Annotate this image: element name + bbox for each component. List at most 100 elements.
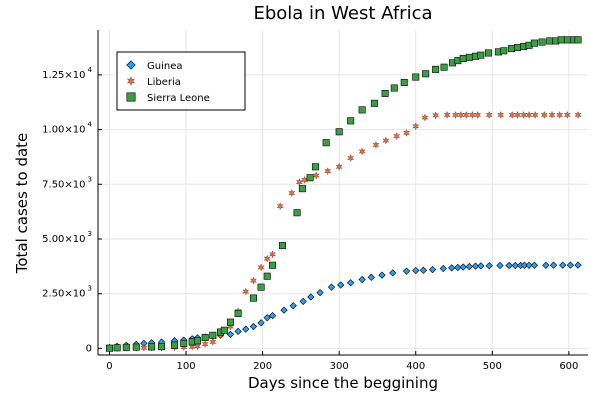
- y-tick-label: 0: [86, 343, 92, 354]
- guinea-point: [496, 261, 504, 270]
- y-tick-mantissa: 0: [86, 343, 92, 354]
- guinea-point: [358, 275, 366, 284]
- sierra-leone-point: [298, 185, 306, 193]
- guinea-point: [465, 262, 473, 271]
- liberia-point: [288, 189, 296, 198]
- guinea-point: [439, 264, 447, 273]
- guinea-point: [268, 311, 277, 320]
- sierra-leone-point: [390, 84, 398, 92]
- guinea-point: [448, 264, 456, 272]
- sierra-leone-point: [484, 49, 492, 57]
- liberia-point: [242, 287, 250, 296]
- guinea-point: [402, 267, 411, 275]
- liberia-point: [548, 110, 556, 119]
- guinea-point: [299, 297, 307, 306]
- liberia-point: [403, 128, 410, 137]
- liberia-point: [312, 171, 320, 180]
- y-tick-exponent: 4: [88, 121, 93, 129]
- y-tick-label: 7.50×10 3: [42, 175, 92, 190]
- sierra-leone-point: [514, 44, 522, 52]
- guinea-point: [307, 293, 315, 301]
- sierra-leone-point: [293, 209, 301, 217]
- liberia-point: [372, 140, 380, 149]
- y-tick-exponent: 3: [88, 285, 92, 293]
- sierra-leone-point: [113, 344, 121, 352]
- data-marks: [105, 36, 582, 353]
- guinea-point: [549, 261, 558, 269]
- sierra-leone-point: [132, 343, 140, 351]
- liberia-point: [358, 147, 366, 156]
- liberia-point: [209, 337, 217, 346]
- liberia-point: [335, 162, 343, 171]
- liberia-point: [474, 110, 482, 119]
- guinea-point: [289, 302, 297, 310]
- chart-title: Ebola in West Africa: [253, 3, 432, 24]
- sierra-leone-point: [538, 38, 546, 46]
- sierra-leone-point: [249, 294, 257, 302]
- sierra-leone-point: [180, 339, 188, 347]
- guinea-point: [257, 319, 265, 327]
- y-tick-exponent: 3: [88, 175, 92, 183]
- guinea-point: [263, 314, 271, 322]
- guinea-point: [249, 322, 258, 331]
- sierra-leone-point: [358, 106, 366, 114]
- x-tick-label: 600: [559, 361, 578, 372]
- grid-lines: [98, 30, 588, 355]
- liberia-point: [257, 263, 265, 272]
- sierra-leone-point: [226, 318, 234, 326]
- guinea-point: [477, 262, 485, 270]
- sierra-leone-point: [563, 36, 571, 44]
- sierra-leone-point: [209, 331, 217, 339]
- legend-marker-sierra-leone: [126, 92, 136, 102]
- sierra-leone-point: [422, 70, 430, 78]
- sierra-leone-point: [269, 261, 277, 269]
- x-tick-label: 0: [106, 361, 112, 372]
- x-tick-label: 300: [330, 361, 349, 372]
- liberia-point: [443, 110, 451, 119]
- guinea-point: [327, 283, 336, 291]
- sierra-leone-point: [465, 53, 473, 61]
- guinea-point: [454, 263, 462, 272]
- sierra-leone-point: [440, 63, 448, 71]
- sierra-leone-point: [158, 343, 166, 351]
- sierra-leone-point: [306, 174, 314, 182]
- liberia-point: [497, 110, 505, 119]
- sierra-leone-point: [148, 343, 156, 351]
- liberia-point: [421, 113, 429, 122]
- legend-label-sierra-leone: Sierra Leone: [147, 93, 210, 104]
- y-tick-label: 1.25×10 4: [42, 66, 92, 81]
- guinea-point: [559, 261, 567, 269]
- y-tick-exponent: 3: [88, 230, 92, 238]
- y-tick-mantissa: 5.00×10: [42, 234, 85, 245]
- sierra-leone-point: [400, 79, 408, 87]
- legend-label-liberia: Liberia: [147, 77, 181, 88]
- y-tick-mantissa: 7.50×10: [42, 179, 85, 190]
- guinea-point: [347, 279, 355, 287]
- sierra-leone-point: [234, 309, 242, 317]
- liberia-point: [263, 254, 271, 263]
- guinea-point: [459, 263, 467, 271]
- liberia-point: [432, 111, 440, 120]
- sierra-leone-point: [171, 341, 179, 349]
- guinea-point: [316, 289, 324, 297]
- sierra-leone-point: [122, 343, 130, 351]
- legend-marker-guinea: [126, 60, 136, 70]
- guinea-point: [226, 330, 235, 339]
- sierra-leone-point: [194, 337, 202, 345]
- guinea-point: [574, 261, 582, 269]
- sierra-leone-point: [557, 36, 565, 44]
- liberia-point: [276, 202, 284, 211]
- axes: [97, 30, 588, 356]
- x-tick-label: 100: [177, 361, 196, 372]
- guinea-point: [505, 261, 513, 270]
- y-tick-mantissa: 1.25×10: [42, 70, 85, 81]
- legend-marker-liberia: [126, 76, 136, 86]
- guinea-point: [337, 281, 345, 289]
- sierra-leone-point: [257, 283, 265, 291]
- guinea-point: [485, 262, 493, 270]
- sierra-leone-point: [412, 73, 420, 81]
- guinea-point: [511, 261, 519, 270]
